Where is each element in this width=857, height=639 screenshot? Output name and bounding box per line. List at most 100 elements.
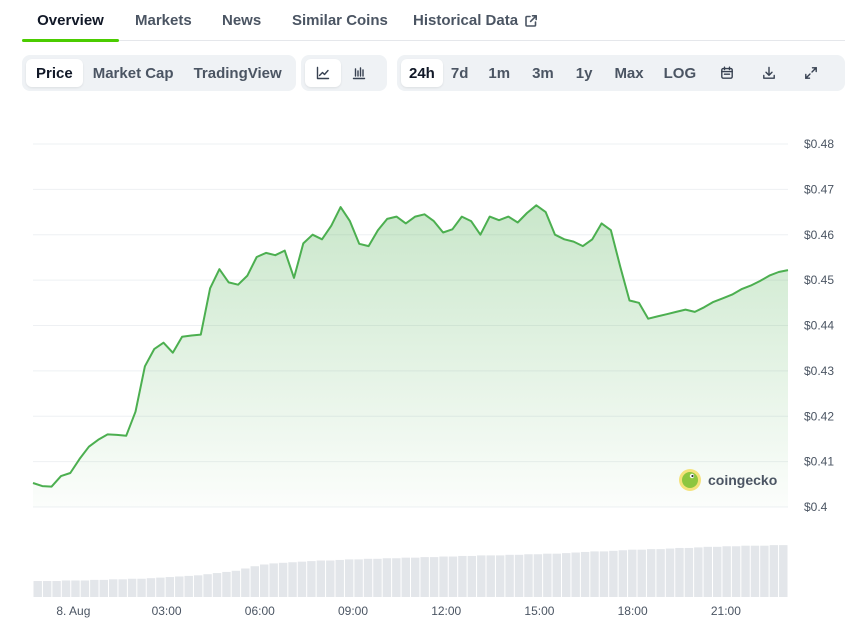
volume-bar bbox=[335, 559, 344, 597]
volume-bar bbox=[382, 558, 392, 597]
volume-bar bbox=[571, 552, 580, 597]
tab-similar-coins[interactable]: Similar Coins bbox=[292, 0, 388, 41]
volume-bar bbox=[165, 577, 175, 597]
range-24h-button[interactable]: 24h bbox=[401, 59, 443, 87]
volume-bar bbox=[731, 546, 741, 597]
tradingview-button[interactable]: TradingView bbox=[193, 64, 282, 82]
coingecko-watermark: coingecko bbox=[679, 469, 777, 491]
volume-bar bbox=[646, 549, 656, 597]
price-points bbox=[32, 205, 789, 487]
calendar-icon bbox=[721, 66, 734, 79]
x-tick-label: 18:00 bbox=[618, 604, 648, 618]
tab-markets-label: Markets bbox=[135, 12, 192, 29]
chart-mode-group: Price Market Cap TradingView bbox=[22, 55, 296, 91]
volume-bar bbox=[486, 555, 495, 597]
download-button[interactable] bbox=[748, 59, 790, 87]
line-chart-icon bbox=[316, 66, 330, 80]
volume-bar bbox=[524, 554, 533, 597]
volume-bar bbox=[505, 554, 514, 597]
volume-bar bbox=[146, 578, 156, 597]
volume-bar bbox=[703, 546, 712, 597]
volume-bar bbox=[241, 568, 250, 597]
volume-bar bbox=[429, 557, 439, 597]
candlestick-button[interactable] bbox=[341, 59, 377, 87]
calendar-button[interactable] bbox=[706, 59, 748, 87]
range-1y-button[interactable]: 1y bbox=[575, 64, 593, 82]
volume-bar bbox=[458, 555, 467, 597]
fullscreen-button[interactable] bbox=[790, 59, 832, 87]
candlestick-icon bbox=[352, 67, 366, 80]
tab-similar-coins-label: Similar Coins bbox=[292, 12, 388, 29]
volume-bar bbox=[118, 579, 127, 597]
volume-bar bbox=[278, 562, 288, 597]
volume-bar bbox=[99, 579, 108, 597]
volume-bar bbox=[297, 561, 307, 597]
volume-bar bbox=[203, 574, 212, 597]
market-cap-button[interactable]: Market Cap bbox=[92, 64, 174, 82]
volume-bar bbox=[80, 580, 90, 597]
volume-bar bbox=[741, 545, 750, 597]
range-group: 24h 7d 1m 3m 1y Max LOG bbox=[397, 55, 845, 91]
line-chart-button[interactable] bbox=[305, 59, 341, 87]
volume-bar bbox=[137, 578, 146, 597]
volume-bar bbox=[750, 545, 760, 597]
volume-bar bbox=[590, 551, 599, 597]
y-tick-label: $0.48 bbox=[804, 137, 834, 151]
x-tick-label: 09:00 bbox=[338, 604, 368, 618]
tab-news[interactable]: News bbox=[222, 0, 261, 41]
volume-bar bbox=[33, 581, 42, 597]
external-link-icon bbox=[525, 14, 538, 27]
volume-bar bbox=[665, 548, 675, 597]
volume-bar bbox=[156, 577, 165, 597]
x-tick-label: 15:00 bbox=[524, 604, 554, 618]
volume-bar bbox=[779, 545, 788, 597]
volume-bar bbox=[684, 547, 694, 597]
volume-bar bbox=[326, 560, 335, 597]
volume-bar bbox=[231, 570, 241, 597]
volume-bar bbox=[42, 581, 52, 597]
volume-bar bbox=[250, 566, 259, 597]
y-tick-label: $0.43 bbox=[804, 364, 834, 378]
range-max-button[interactable]: Max bbox=[614, 64, 644, 82]
tab-markets[interactable]: Markets bbox=[135, 0, 192, 41]
volume-bar bbox=[637, 549, 646, 597]
volume-bar bbox=[552, 553, 561, 597]
x-tick-label: 8. Aug bbox=[56, 604, 90, 618]
volume-bar bbox=[316, 560, 326, 597]
tab-news-label: News bbox=[222, 12, 262, 29]
volume-bar bbox=[448, 556, 458, 597]
volume-bar bbox=[562, 553, 571, 597]
range-3m-button[interactable]: 3m bbox=[532, 64, 554, 82]
y-tick-label: $0.46 bbox=[804, 228, 834, 242]
range-1m-button[interactable]: 1m bbox=[488, 64, 511, 82]
tab-historical-data[interactable]: Historical Data bbox=[413, 0, 538, 41]
volume-bar bbox=[363, 558, 373, 597]
price-chart[interactable]: $0.48$0.47$0.46$0.45$0.44$0.43$0.42$0.41… bbox=[0, 100, 857, 639]
volume-bar bbox=[495, 555, 505, 597]
x-tick-label: 03:00 bbox=[152, 604, 182, 618]
volume-bar bbox=[307, 561, 316, 597]
volume-bars bbox=[33, 545, 788, 597]
volume-bar bbox=[580, 551, 590, 597]
volume-bar bbox=[373, 558, 382, 597]
coin-tabs: Overview Markets News Similar Coins Hist… bbox=[22, 0, 845, 42]
fullscreen-icon bbox=[805, 67, 818, 79]
tab-overview[interactable]: Overview bbox=[22, 0, 119, 42]
volume-bar bbox=[288, 562, 297, 597]
watermark-text: coingecko bbox=[708, 472, 777, 488]
volume-bar bbox=[609, 550, 618, 597]
volume-bar bbox=[71, 580, 80, 597]
volume-bar bbox=[269, 563, 278, 597]
volume-bar bbox=[175, 576, 184, 597]
coingecko-logo-icon bbox=[679, 469, 701, 491]
volume-bar bbox=[109, 579, 118, 597]
x-tick-label: 12:00 bbox=[431, 604, 461, 618]
range-7d-button[interactable]: 7d bbox=[450, 64, 469, 82]
x-axis: 8. Aug 03:00 06:00 09:00 12:00 15:00 18:00 21:0… bbox=[56, 604, 741, 618]
volume-bar bbox=[760, 545, 769, 597]
price-button[interactable]: Price bbox=[26, 59, 83, 87]
tab-overview-label: Overview bbox=[37, 12, 104, 29]
log-scale-button[interactable]: LOG bbox=[663, 64, 697, 82]
volume-bar bbox=[533, 554, 543, 597]
volume-bar bbox=[477, 555, 486, 597]
